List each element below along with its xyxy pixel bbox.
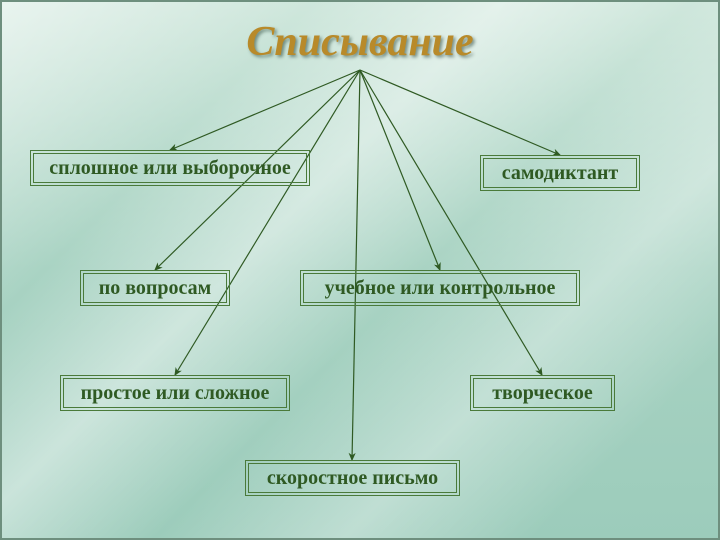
node-n7: скоростное письмо bbox=[245, 460, 460, 496]
diagram-title: Списывание bbox=[0, 18, 720, 66]
node-n5: простое или сложное bbox=[60, 375, 290, 411]
node-n6: творческое bbox=[470, 375, 615, 411]
node-n2: самодиктант bbox=[480, 155, 640, 191]
node-n4: учебное или контрольное bbox=[300, 270, 580, 306]
node-n1: сплошное или выборочное bbox=[30, 150, 310, 186]
diagram-canvas: Списывание сплошное или выборочное самоди… bbox=[0, 0, 720, 540]
node-n3: по вопросам bbox=[80, 270, 230, 306]
